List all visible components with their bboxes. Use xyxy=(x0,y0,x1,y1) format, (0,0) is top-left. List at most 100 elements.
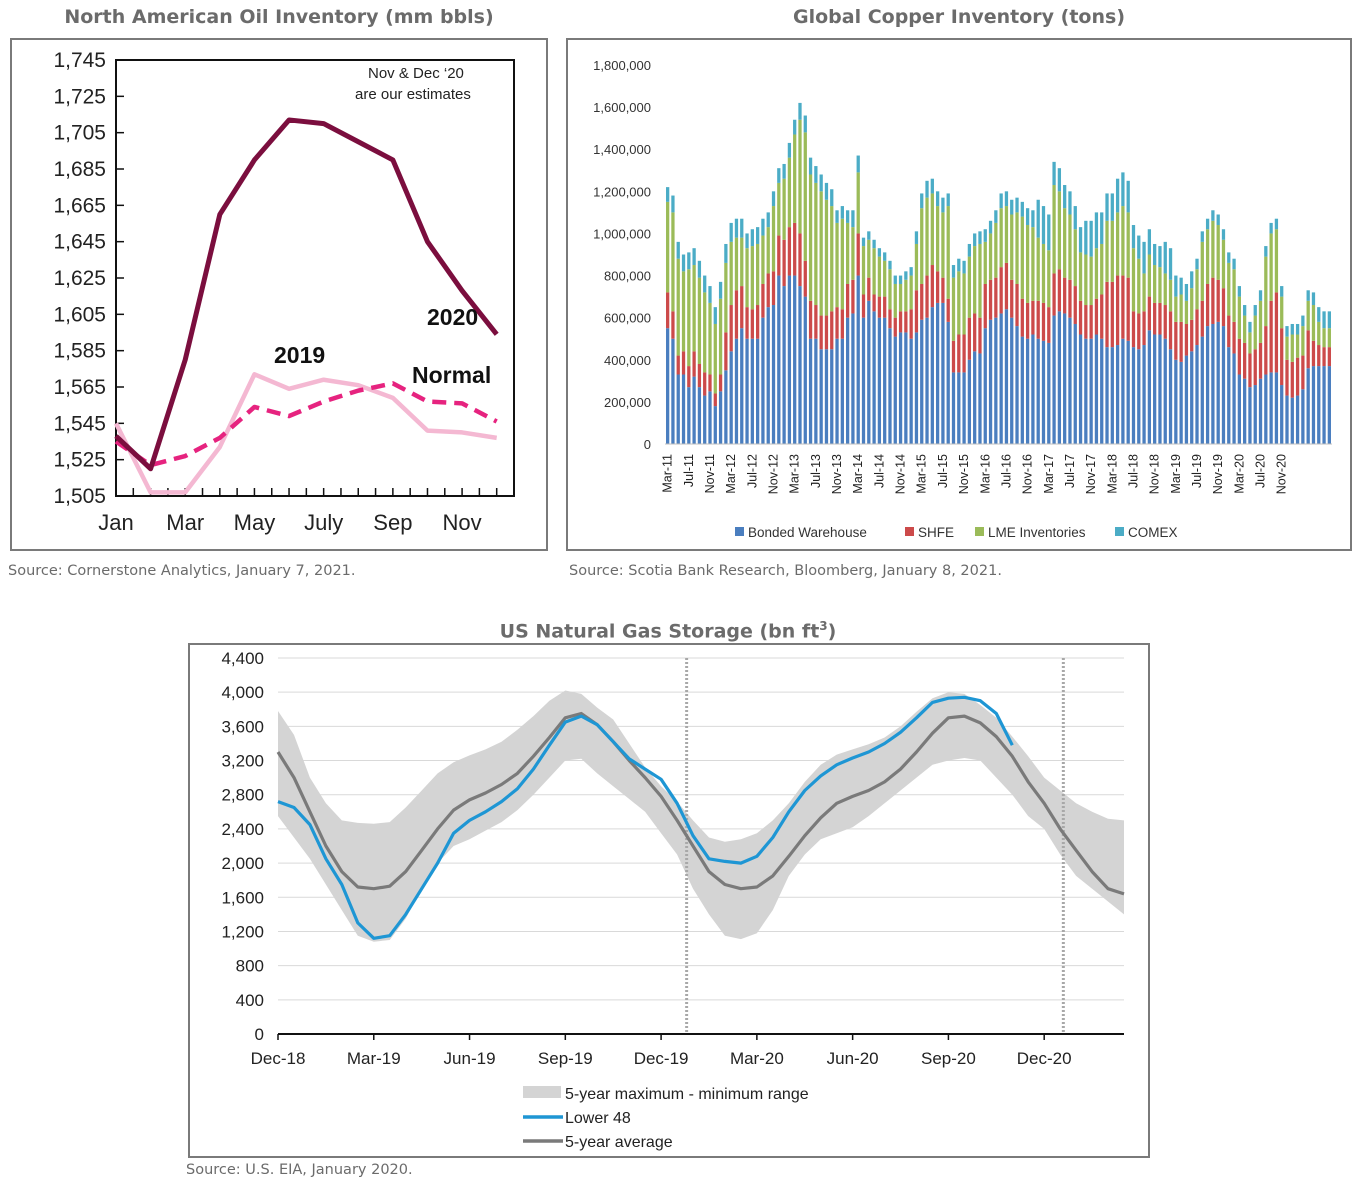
bar-segment-bonded-warehouse xyxy=(687,387,691,444)
x-tick-label: Dec-19 xyxy=(634,1049,689,1068)
bar-segment-shfe xyxy=(946,298,950,322)
bar-segment-shfe xyxy=(999,267,1003,314)
gas-chart-frame: 0 400 800 1,200 1,600 2,000 2,400 2,800 3,200 3,6… xyxy=(188,643,1150,1158)
bar-segment-bonded-warehouse xyxy=(1232,353,1236,444)
bar-segment-bonded-warehouse xyxy=(1115,345,1120,444)
bar-segment-comex xyxy=(1195,258,1199,270)
oil-chart: 1,505 1,525 1,545 1,565 1,585 1,605 1,625 1,645… xyxy=(53,49,515,535)
y-tick-label: 200,000 xyxy=(604,395,651,410)
bar-segment-lme-inventories xyxy=(1237,296,1241,339)
bar-segment-bonded-warehouse xyxy=(930,307,934,444)
bar-segment-comex xyxy=(803,115,807,133)
bar-segment-shfe xyxy=(1036,300,1040,339)
bar-segment-comex xyxy=(1010,199,1014,215)
bar-segment-lme-inventories xyxy=(798,119,802,234)
bar-segment-lme-inventories xyxy=(1110,220,1114,282)
bar-segment-bonded-warehouse xyxy=(1105,347,1109,444)
bar-segment-lme-inventories xyxy=(872,248,876,295)
bar-segment-shfe xyxy=(898,311,903,333)
y-tick-label: 800,000 xyxy=(604,269,651,284)
series-line-normal xyxy=(114,381,498,468)
bar-segment-lme-inventories xyxy=(697,277,702,364)
bar-segment-comex xyxy=(1105,193,1109,221)
bar-segment-comex xyxy=(935,191,940,207)
bar-segment-bonded-warehouse xyxy=(1285,395,1289,444)
bar-segment-lme-inventories xyxy=(1179,294,1183,322)
x-tick-label: Mar-15 xyxy=(915,454,929,494)
bar-segment-comex xyxy=(920,193,924,209)
bar-segment-bonded-warehouse xyxy=(803,296,807,444)
bar-segment-shfe xyxy=(851,279,855,314)
bar-segment-bonded-warehouse xyxy=(1031,334,1035,444)
bar-segment-shfe xyxy=(1311,340,1316,367)
bar-segment-lme-inventories xyxy=(1232,269,1236,322)
bar-segment-bonded-warehouse xyxy=(1227,347,1231,444)
bar-segment-bonded-warehouse xyxy=(1174,359,1178,444)
bar-segment-lme-inventories xyxy=(1020,216,1024,299)
bar-segment-bonded-warehouse xyxy=(967,359,972,444)
bar-segment-shfe xyxy=(1015,283,1019,327)
bar-segment-lme-inventories xyxy=(1327,328,1331,348)
bar-segment-lme-inventories xyxy=(1031,227,1035,301)
bar-segment-comex xyxy=(729,222,733,242)
bar-segment-shfe xyxy=(1216,279,1220,322)
bar-segment-bonded-warehouse xyxy=(851,313,855,444)
bar-segment-bonded-warehouse xyxy=(1184,355,1189,444)
bar-segment-shfe xyxy=(845,283,850,318)
bar-segment-lme-inventories xyxy=(957,271,961,335)
bar-segment-bonded-warehouse xyxy=(1253,385,1257,444)
bar-segment-comex xyxy=(1041,206,1046,244)
y-tick-label: 1,665 xyxy=(53,194,106,217)
bar-segment-lme-inventories xyxy=(941,212,945,278)
bar-segment-comex xyxy=(867,231,871,240)
bar-segment-lme-inventories xyxy=(1068,214,1072,280)
bar-segment-comex xyxy=(713,307,717,324)
bar-segment-lme-inventories xyxy=(1100,243,1104,295)
bar-segment-comex xyxy=(835,210,839,223)
bar-segment-shfe xyxy=(1190,319,1194,352)
bar-segment-lme-inventories xyxy=(771,206,776,272)
bar-segment-bonded-warehouse xyxy=(1004,309,1009,444)
copper-chart: 0 200,000 400,000 600,000 800,000 1,000,000 1,… xyxy=(593,58,1332,540)
bar-segment-shfe xyxy=(1317,345,1321,367)
bar-segment-shfe xyxy=(1237,338,1241,375)
bar-segment-shfe xyxy=(1031,300,1035,335)
bar-segment-comex xyxy=(967,243,972,257)
bar-segment-comex xyxy=(740,218,744,238)
bar-segment-comex xyxy=(1237,286,1241,297)
bar-segment-shfe xyxy=(1269,300,1273,373)
bar-segment-bonded-warehouse xyxy=(1295,395,1300,444)
bar-segment-shfe xyxy=(1041,302,1046,341)
bar-segment-shfe xyxy=(734,290,739,339)
bar-segment-bonded-warehouse xyxy=(1327,366,1331,444)
bar-segment-shfe xyxy=(988,279,993,320)
bar-segment-shfe xyxy=(1174,321,1178,360)
bar-segment-lme-inventories xyxy=(877,256,882,297)
bar-segment-lme-inventories xyxy=(1015,212,1019,284)
y-tick-label: 1,600,000 xyxy=(593,100,651,115)
bar-segment-shfe xyxy=(1301,355,1305,390)
y-tick-label: 3,600 xyxy=(221,717,264,736)
bar-segment-bonded-warehouse xyxy=(718,391,723,444)
bar-segment-comex xyxy=(840,206,844,219)
bar-segment-shfe xyxy=(1227,315,1231,348)
bar-segment-shfe xyxy=(1179,321,1183,362)
bar-segment-bonded-warehouse xyxy=(1153,334,1157,444)
bar-segment-bonded-warehouse xyxy=(697,387,702,444)
bar-segment-lme-inventories xyxy=(703,292,707,373)
bar-segment-shfe xyxy=(692,351,696,377)
bar-segment-comex xyxy=(951,265,956,278)
bar-segment-bonded-warehouse xyxy=(957,372,961,444)
bar-segment-comex xyxy=(1094,212,1099,249)
bar-segment-bonded-warehouse xyxy=(692,376,696,444)
bar-segment-shfe xyxy=(666,292,670,329)
y-tick-label: 1,545 xyxy=(53,412,106,435)
bar-segment-shfe xyxy=(925,275,929,318)
x-tick-label: Mar-16 xyxy=(978,454,992,494)
bar-segment-shfe xyxy=(671,311,675,339)
bar-segment-shfe xyxy=(994,277,998,318)
bar-segment-lme-inventories xyxy=(920,208,924,284)
series-line-lower-48 xyxy=(277,695,1014,940)
bar-segment-comex xyxy=(962,260,966,274)
bar-segment-lme-inventories xyxy=(1052,185,1056,274)
